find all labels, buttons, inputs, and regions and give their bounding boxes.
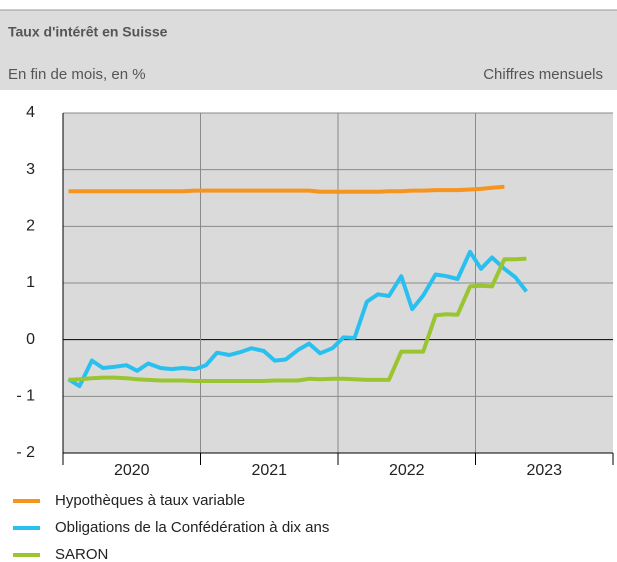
legend-label: Hypothèques à taux variable xyxy=(55,492,245,509)
x-tick-label: 2022 xyxy=(389,462,425,479)
y-tick-label: 2 xyxy=(26,218,35,235)
series-line xyxy=(68,184,505,194)
chart-note: Chiffres mensuels xyxy=(483,66,603,83)
y-tick-label: - 1 xyxy=(16,388,35,405)
y-tick-label: 0 xyxy=(26,331,35,348)
legend-label: SARON xyxy=(55,546,108,562)
legend-label: Obligations de la Confédération à dix an… xyxy=(55,519,329,536)
x-tick-label: 2020 xyxy=(114,462,150,479)
series-line xyxy=(67,249,528,389)
y-tick-label: 4 xyxy=(26,104,35,121)
x-tick-label: 2021 xyxy=(251,462,287,479)
chart-title: Taux d'intérêt en Suisse xyxy=(8,24,168,40)
chart-subtitle: En fin de mois, en % xyxy=(8,66,146,83)
series-line xyxy=(68,256,527,383)
y-tick-label: 3 xyxy=(26,161,35,178)
y-tick-label: - 2 xyxy=(16,444,35,461)
header-band xyxy=(0,10,617,90)
y-tick-label: 1 xyxy=(26,274,35,291)
x-tick-label: 2023 xyxy=(526,462,562,479)
